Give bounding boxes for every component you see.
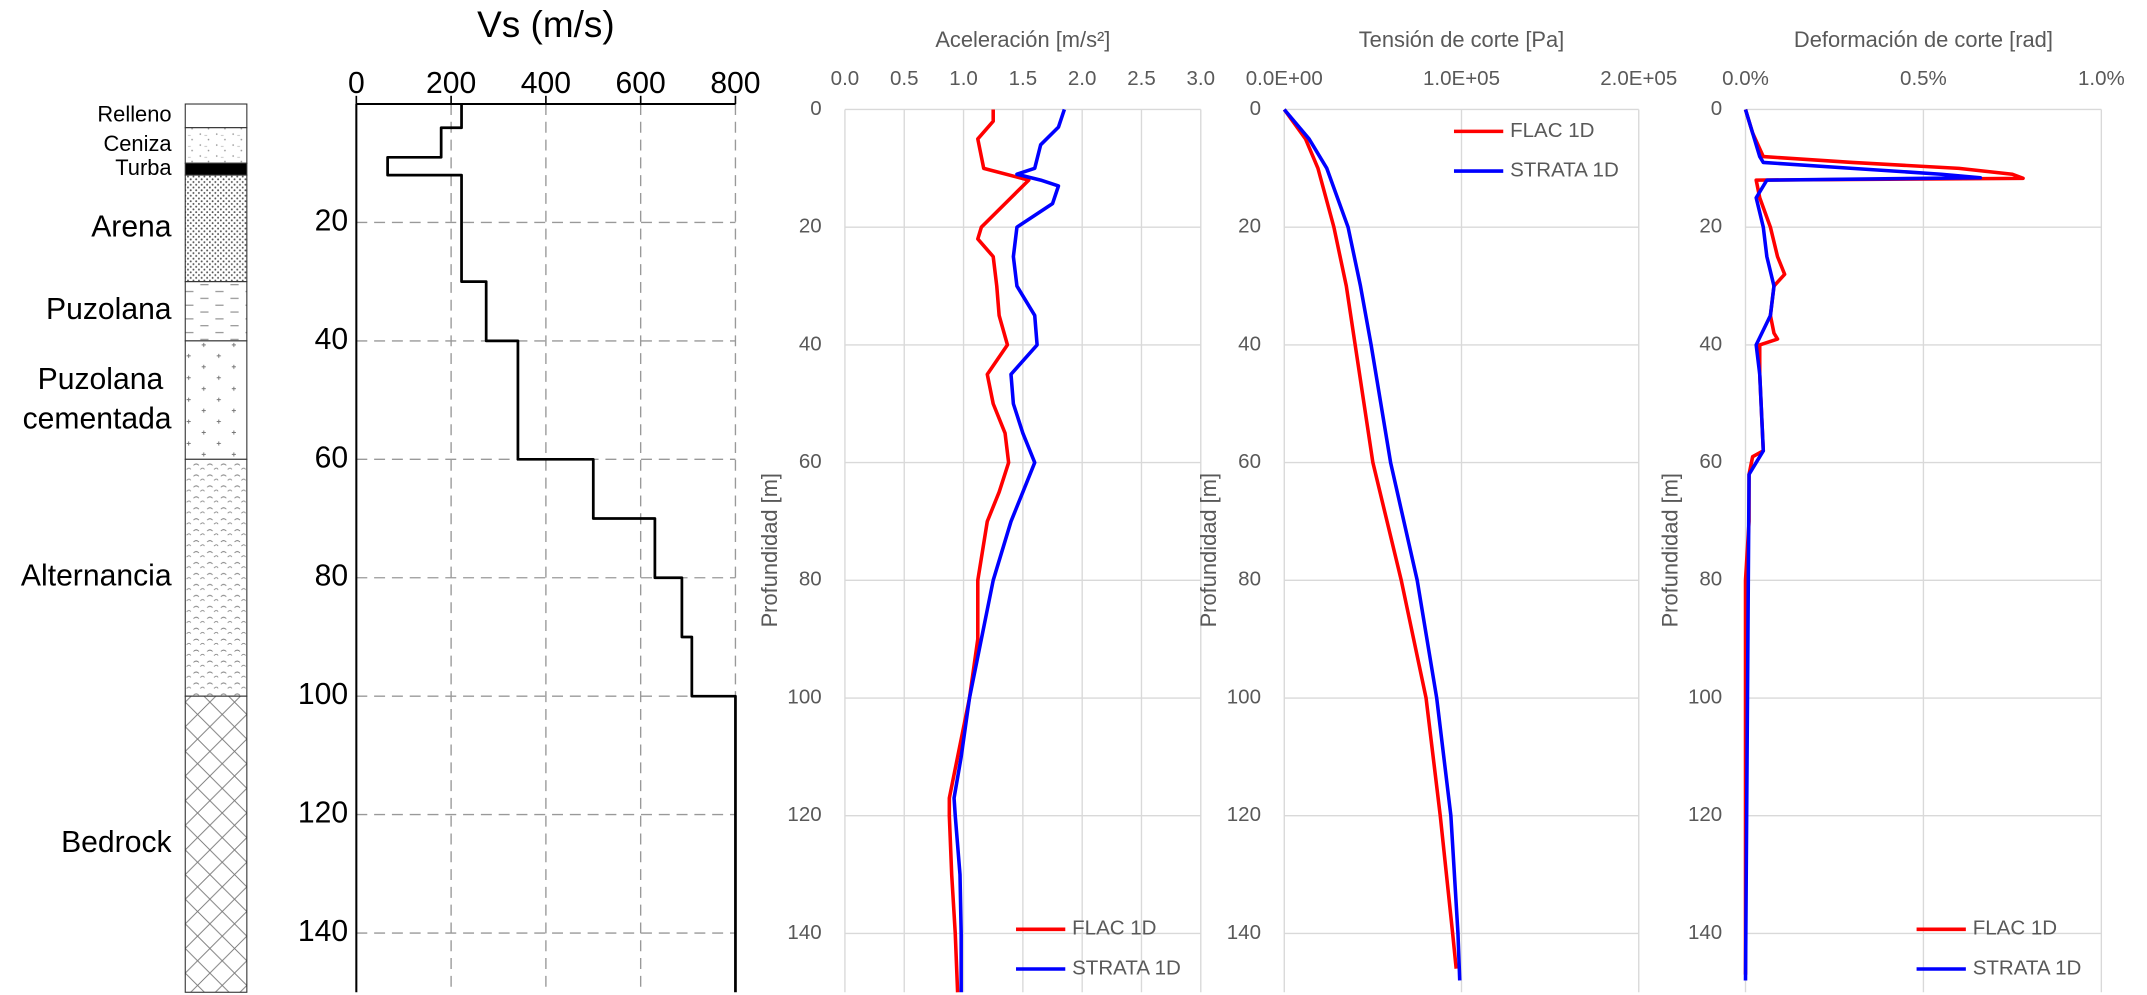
chart-title: Deformación de corte [rad] (1794, 27, 2053, 52)
layer (184, 174, 248, 283)
y-tick-label: 140 (787, 921, 821, 944)
x-tick-label: 0.0 (831, 67, 860, 90)
x-tick-label: 400 (521, 67, 571, 100)
y-tick-label: 40 (1699, 332, 1722, 355)
legend-label: FLAC 1D (1510, 119, 1594, 142)
legend-label: FLAC 1D (1072, 917, 1156, 940)
layer (184, 103, 248, 129)
x-tick-label: 1.0E+05 (1423, 67, 1500, 90)
x-tick-label: 0 (348, 67, 365, 100)
x-tick-label: 2.5 (1127, 67, 1156, 90)
layer-label: Relleno (97, 102, 171, 127)
x-tick-label: 1.5 (1009, 67, 1038, 90)
layer-label: Alternancia (21, 560, 172, 593)
y-tick-label: 40 (1238, 332, 1261, 355)
layer-label: Puzolana cementada (23, 363, 172, 436)
y-tick-label: 120 (787, 803, 821, 826)
y-axis-title: Profundidad [m] (757, 473, 782, 627)
layer (184, 162, 248, 176)
x-tick-label: 600 (616, 67, 666, 100)
layer (184, 695, 248, 993)
x-tick-label: 0.5 (890, 67, 919, 90)
legend-label: STRATA 1D (1510, 159, 1619, 182)
y-axis-title: Profundidad [m] (1657, 473, 1682, 627)
x-tick-label: 800 (710, 67, 760, 100)
layer-label: Puzolana (46, 293, 172, 326)
y-tick-label: 100 (298, 678, 348, 711)
y-tick-label: 120 (1227, 803, 1261, 826)
y-tick-label: 20 (799, 215, 822, 238)
y-tick-label: 80 (1699, 568, 1722, 591)
legend-label: STRATA 1D (1973, 956, 2082, 979)
y-tick-label: 0 (1250, 97, 1261, 120)
x-tick-label: 0.0% (1722, 67, 1769, 90)
data-line (386, 104, 737, 993)
chart-title: Vs (m/s) (477, 4, 614, 45)
y-tick-label: 60 (1238, 450, 1261, 473)
x-tick-label: 1.0% (2078, 67, 2125, 90)
y-tick-label: 120 (298, 797, 348, 830)
y-tick-label: 140 (1227, 921, 1261, 944)
chart-title: Tensión de corte [Pa] (1359, 27, 1565, 52)
layer (184, 127, 248, 164)
y-tick-label: 0 (810, 97, 821, 120)
data-line (1282, 108, 1462, 981)
y-tick-label: 80 (799, 568, 822, 591)
y-tick-label: 80 (1238, 568, 1261, 591)
x-tick-label: 0.5% (1900, 67, 1947, 90)
y-tick-label: 140 (1688, 921, 1722, 944)
x-tick-label: 0.0E+00 (1246, 67, 1323, 90)
y-tick-label: 120 (1688, 803, 1722, 826)
y-tick-label: 140 (298, 915, 348, 948)
chart-title: Aceleración [m/s²] (935, 27, 1110, 52)
legend-label: FLAC 1D (1973, 917, 2057, 940)
data-line (1743, 108, 2025, 975)
y-tick-label: 100 (1227, 685, 1261, 708)
y-tick-label: 100 (787, 685, 821, 708)
y-tick-label: 100 (1688, 685, 1722, 708)
data-line (1743, 108, 1983, 981)
x-tick-label: 1.0 (949, 67, 978, 90)
layer-label: Arena (91, 210, 172, 243)
layer-label: Ceniza (103, 131, 172, 156)
layer (184, 340, 248, 460)
layer-label: Bedrock (61, 826, 172, 859)
data-line (952, 108, 1067, 993)
y-tick-label: 20 (1238, 215, 1261, 238)
data-line (1282, 108, 1458, 969)
x-tick-label: 3.0 (1187, 67, 1216, 90)
y-tick-label: 0 (1711, 97, 1722, 120)
layer-label: Turba (115, 155, 172, 180)
x-tick-label: 2.0 (1068, 67, 1097, 90)
layer (184, 281, 248, 342)
data-line (947, 109, 1031, 993)
y-tick-label: 80 (315, 560, 349, 593)
y-tick-label: 20 (1699, 215, 1722, 238)
layer (184, 458, 248, 697)
y-tick-label: 20 (315, 204, 349, 237)
x-tick-label: 2.0E+05 (1600, 67, 1677, 90)
y-tick-label: 60 (799, 450, 822, 473)
y-tick-label: 40 (799, 332, 822, 355)
y-tick-label: 40 (315, 323, 349, 356)
y-tick-label: 60 (315, 441, 349, 474)
legend-label: STRATA 1D (1072, 956, 1181, 979)
x-tick-label: 200 (426, 67, 476, 100)
y-axis-title: Profundidad [m] (1196, 473, 1221, 627)
y-tick-label: 60 (1699, 450, 1722, 473)
